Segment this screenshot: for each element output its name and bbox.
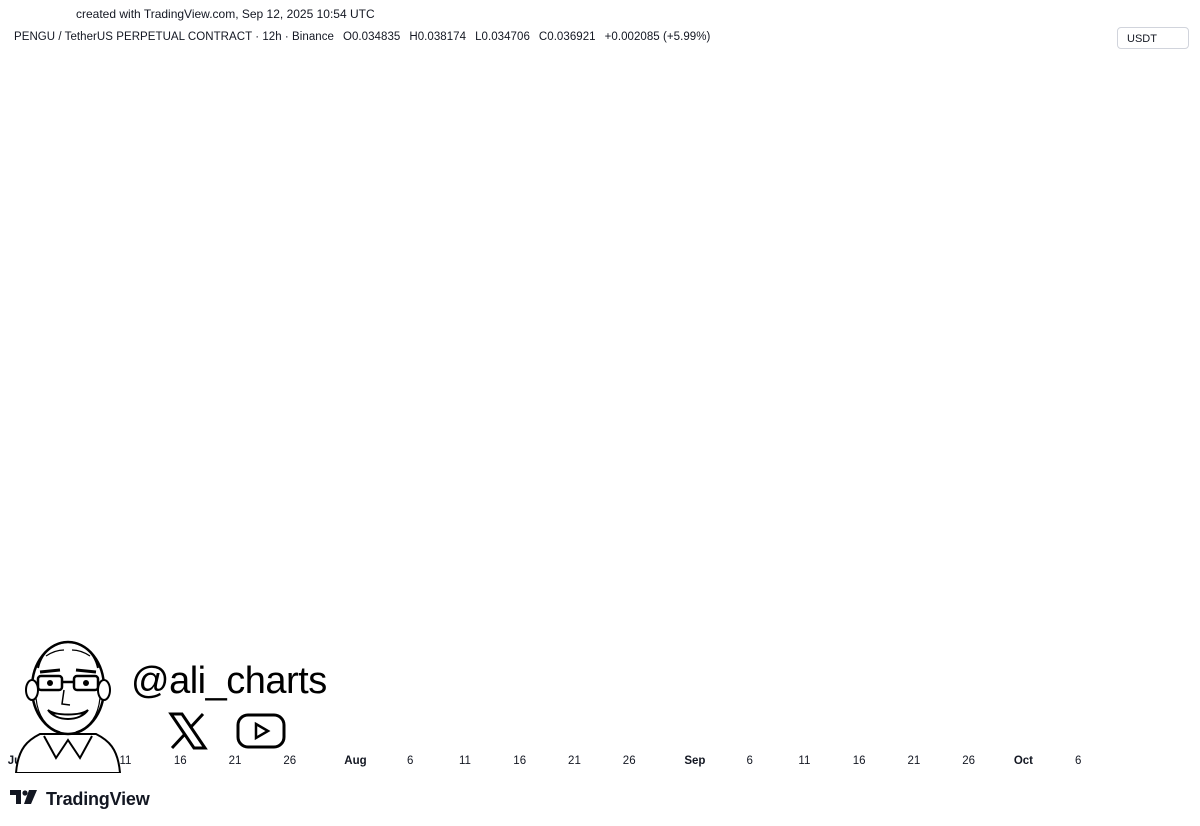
x-tick-label: Sep	[684, 755, 705, 767]
x-tick-label: 11	[459, 755, 471, 767]
x-tick-label: 6	[746, 755, 752, 767]
x-tick-label: 26	[283, 755, 296, 767]
x-tick-label: 16	[853, 755, 866, 767]
currency-selector[interactable]: USDT	[1117, 27, 1189, 49]
x-tick-label: 21	[568, 755, 581, 767]
tradingview-footer[interactable]: TradingView	[10, 789, 150, 810]
low-value: L0.034706	[475, 31, 530, 43]
x-tick-label: 26	[623, 755, 636, 767]
ticker-line: PENGU / TetherUS PERPETUAL CONTRACT · 12…	[14, 31, 710, 43]
x-tick-label: 21	[908, 755, 921, 767]
x-tick-label: 26	[962, 755, 975, 767]
x-tick-label: 16	[174, 755, 187, 767]
symbol-label[interactable]: PENGU / TetherUS PERPETUAL CONTRACT · 12…	[14, 31, 334, 43]
open-value: O0.034835	[342, 31, 401, 43]
author-handle: @ali_charts	[131, 660, 327, 702]
avatar-icon	[8, 628, 128, 778]
x-tick-label: 11	[798, 755, 810, 767]
x-tick-label: 21	[229, 755, 242, 767]
x-tick-label: Aug	[344, 755, 366, 767]
x-tick-label: 16	[513, 755, 526, 767]
tradingview-logo-icon	[10, 789, 40, 810]
created-caption: created with TradingView.com, Sep 12, 20…	[76, 7, 375, 21]
x-tick-label: 6	[1075, 755, 1081, 767]
high-value: H0.038174	[409, 31, 467, 43]
x-icon	[168, 712, 208, 755]
x-tick-label: 6	[407, 755, 413, 767]
x-tick-label: Oct	[1014, 755, 1033, 767]
close-value: C0.036921	[538, 31, 596, 43]
x-tick-label: 11	[120, 755, 132, 767]
youtube-icon	[236, 713, 286, 754]
change-value: +0.002085 (+5.99%)	[604, 31, 711, 43]
tradingview-brand: TradingView	[46, 789, 150, 809]
